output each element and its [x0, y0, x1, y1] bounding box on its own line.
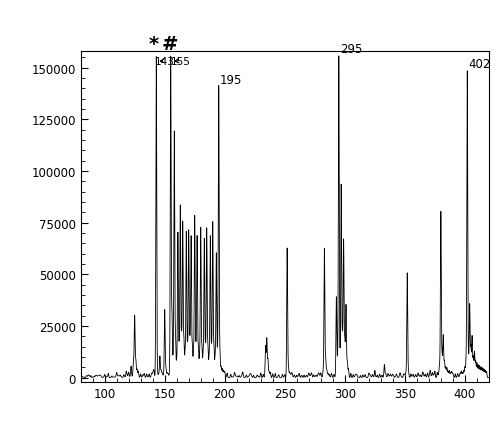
Text: 295: 295 [340, 43, 362, 56]
Text: 143: 143 [155, 56, 175, 66]
Text: 402: 402 [469, 58, 491, 71]
Text: 195: 195 [220, 74, 242, 87]
Text: #: # [161, 35, 178, 54]
Text: 155: 155 [171, 56, 191, 66]
Text: *: * [149, 35, 159, 54]
